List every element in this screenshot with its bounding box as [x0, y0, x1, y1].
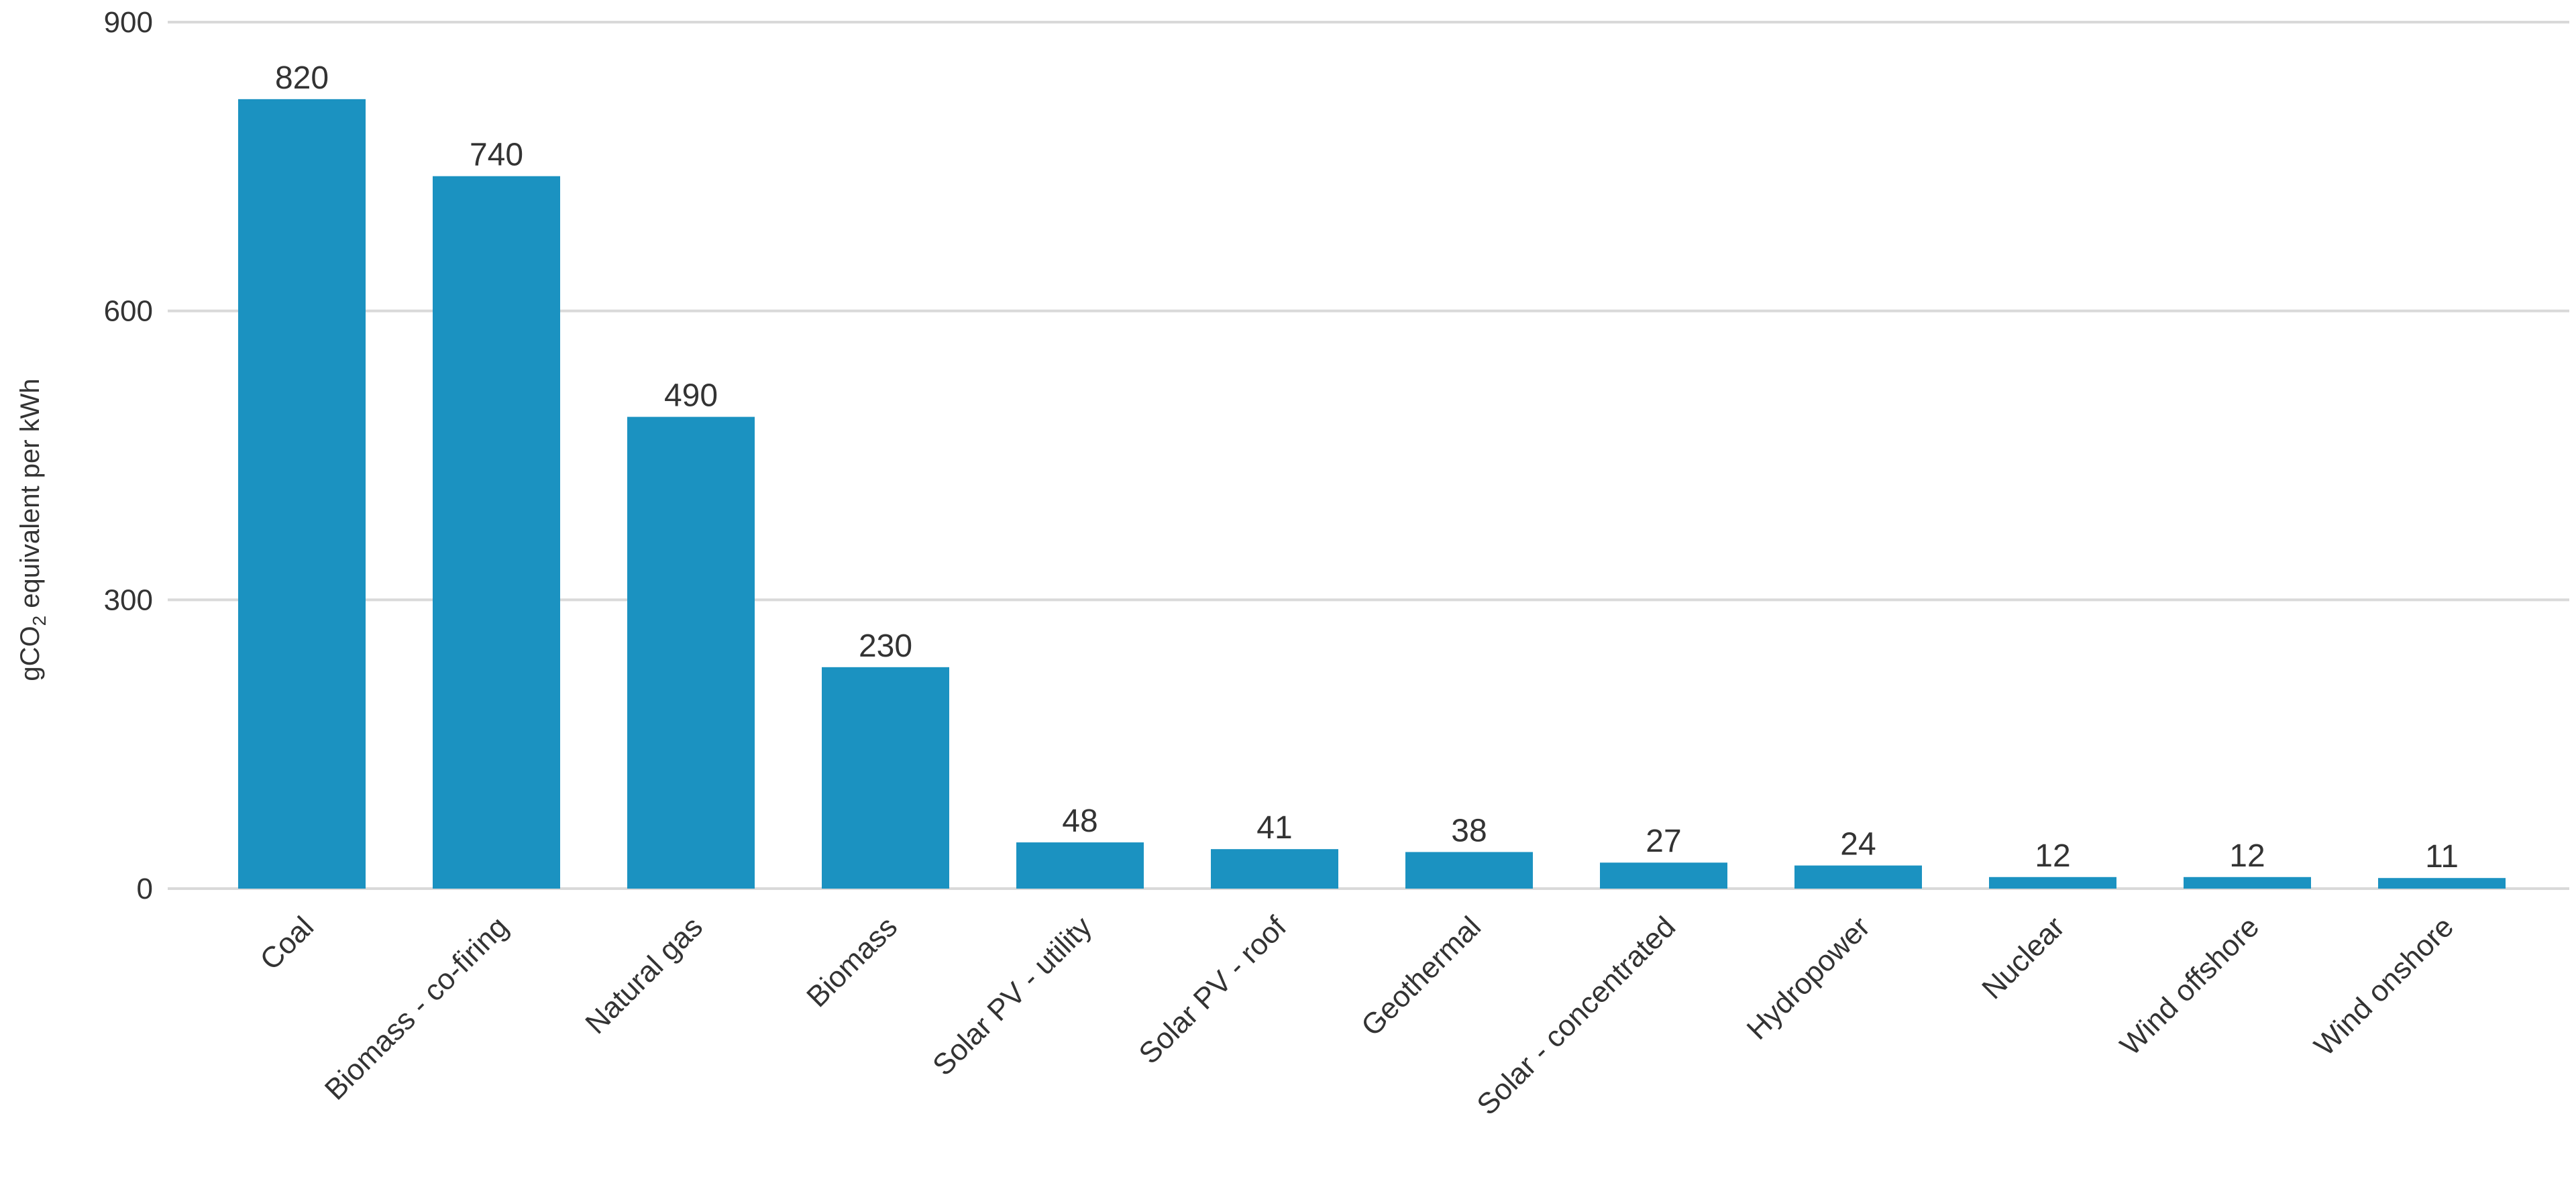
data-label: 27 — [1646, 824, 1681, 859]
x-category-label: Wind offshore — [2114, 910, 2265, 1062]
bar — [2184, 877, 2311, 889]
bar — [1989, 877, 2116, 889]
y-tick-label: 600 — [104, 295, 153, 328]
data-label: 24 — [1840, 827, 1876, 862]
x-category-label: Solar PV - utility — [926, 910, 1098, 1082]
bars — [238, 99, 2506, 889]
x-category-label: Coal — [254, 910, 320, 976]
bar — [822, 667, 949, 889]
y-axis-title-main: gCO — [15, 626, 45, 681]
data-label: 48 — [1062, 803, 1097, 839]
x-category-label: Hydropower — [1741, 910, 1876, 1046]
x-category-label: Biomass - co-firing — [319, 910, 515, 1106]
y-axis-title: gCO2 equivalent per kWh — [15, 378, 50, 681]
data-label: 41 — [1256, 810, 1292, 846]
x-category-label: Biomass — [800, 910, 904, 1013]
data-label: 740 — [470, 137, 523, 173]
data-label: 820 — [275, 60, 329, 96]
y-axis-ticks: 0 300 600 900 — [104, 6, 153, 905]
x-category-label: Nuclear — [1976, 910, 2071, 1005]
gridlines — [168, 21, 2569, 890]
x-category-label: Geothermal — [1355, 910, 1487, 1042]
bar — [1794, 865, 1922, 889]
y-tick-label: 900 — [104, 6, 153, 39]
x-category-label: Natural gas — [579, 910, 709, 1040]
bar — [433, 176, 560, 889]
x-category-label: Wind onshore — [2308, 910, 2460, 1062]
data-label: 11 — [2425, 839, 2459, 875]
y-axis-title-suffix: equivalent per kWh — [15, 378, 45, 616]
data-label: 490 — [664, 378, 718, 414]
bar — [1211, 849, 1338, 889]
bar — [2378, 878, 2506, 889]
data-label: 12 — [2229, 838, 2265, 874]
x-category-label: Solar - concentrated — [1470, 910, 1682, 1121]
bar — [1405, 852, 1533, 889]
bar — [1600, 862, 1727, 889]
y-axis-title-subscript: 2 — [29, 616, 50, 626]
x-category-label: Solar PV - roof — [1132, 910, 1293, 1070]
y-tick-label: 300 — [104, 583, 153, 616]
bar — [238, 99, 366, 889]
y-tick-label: 0 — [137, 873, 153, 905]
bar — [1016, 842, 1144, 889]
bar — [627, 416, 755, 889]
data-labels: 820 740 490 230 48 41 38 27 24 12 12 11 — [275, 60, 2459, 875]
data-label: 230 — [859, 628, 912, 664]
data-label: 38 — [1451, 813, 1487, 848]
data-label: 12 — [2035, 838, 2070, 874]
